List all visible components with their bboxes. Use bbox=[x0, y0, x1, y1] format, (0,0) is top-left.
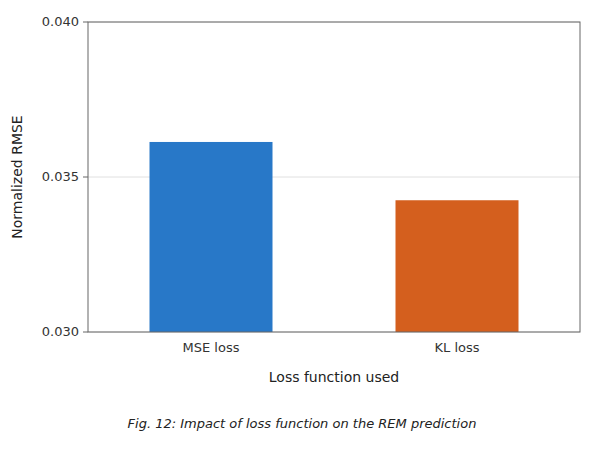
bar bbox=[150, 142, 273, 332]
y-tick-label: 0.030 bbox=[42, 324, 79, 339]
plot-frame bbox=[88, 22, 580, 332]
x-tick-label: MSE loss bbox=[183, 340, 240, 355]
y-tick bbox=[83, 177, 88, 178]
y-grid bbox=[88, 22, 580, 332]
y-tick bbox=[83, 332, 88, 333]
y-tick bbox=[83, 22, 88, 23]
chart-svg: 0.030 0.035 0.040 MSE loss KL loss Loss funct… bbox=[0, 0, 604, 450]
x-axis: MSE loss KL loss bbox=[183, 340, 480, 355]
chart-container: 0.030 0.035 0.040 MSE loss KL loss Loss funct… bbox=[0, 0, 604, 450]
caption: Fig. 12: Impact of loss function on the … bbox=[128, 416, 477, 431]
y-tick-label: 0.035 bbox=[42, 169, 79, 184]
y-axis-label: Normalized RMSE bbox=[9, 115, 25, 238]
x-axis-label: Loss function used bbox=[269, 369, 399, 385]
bars bbox=[150, 142, 519, 332]
y-axis: 0.030 0.035 0.040 bbox=[42, 14, 88, 339]
bar bbox=[396, 200, 519, 332]
y-tick-label: 0.040 bbox=[42, 14, 79, 29]
x-tick-label: KL loss bbox=[434, 340, 479, 355]
